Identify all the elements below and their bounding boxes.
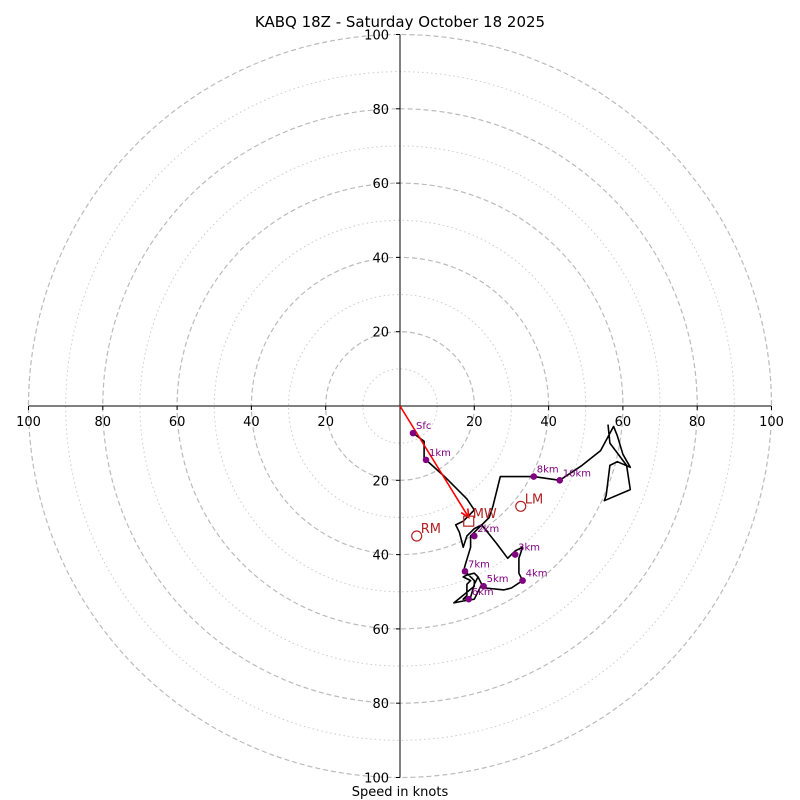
chart-title: KABQ 18Z - Saturday October 18 2025 — [255, 13, 545, 31]
height-marker-label: 6km — [472, 587, 494, 598]
height-marker-label: 5km — [487, 574, 509, 585]
y-tick-label: 60 — [372, 177, 389, 192]
height-marker-dot — [465, 595, 473, 603]
height-marker-dot — [511, 551, 519, 558]
x-tick-label: 80 — [689, 415, 706, 430]
storm-motion-circle — [515, 500, 527, 512]
height-marker-label: 8km — [537, 465, 559, 476]
y-tick-label: 80 — [372, 697, 389, 712]
height-marker-label: 1km — [429, 448, 451, 459]
x-tick-label: 100 — [16, 415, 41, 430]
height-marker-dot — [471, 532, 478, 540]
x-tick-label: 60 — [615, 415, 632, 430]
y-tick-label: 20 — [372, 326, 389, 341]
height-marker-label: 2km — [477, 524, 499, 535]
x-tick-label: 40 — [540, 415, 557, 430]
height-marker-label: 7km — [468, 559, 490, 570]
height-marker-dot — [480, 582, 487, 590]
y-tick-label: 20 — [372, 474, 389, 489]
y-tick-label: 100 — [364, 772, 389, 787]
y-tick-label: 40 — [372, 251, 389, 266]
mean-wind-arrow-head — [460, 508, 470, 520]
mean-wind-arrow-shaft — [399, 405, 470, 518]
storm-motion-label: LM — [525, 492, 543, 507]
x-tick-label: 20 — [317, 415, 334, 430]
height-marker-label: 10km — [563, 468, 591, 479]
storm-motion-label: RM — [421, 522, 441, 537]
storm-motion-circle — [411, 530, 423, 542]
plot-area: Sfc 1km 2km 3km 4km 5km 6km 7km 8km 10km MW LM RM — [399, 405, 632, 604]
y-tick-label: 60 — [372, 623, 389, 638]
y-tick-label: 100 — [364, 29, 389, 44]
x-tick-label: 80 — [95, 415, 112, 430]
x-axis-label: Speed in knots — [352, 785, 449, 800]
height-marker-dot — [519, 577, 526, 584]
y-tick-label: 80 — [372, 103, 389, 118]
height-marker-dot — [461, 568, 469, 575]
storm-motion-label: MW — [473, 507, 497, 522]
x-tick-label: 20 — [466, 415, 483, 430]
tick-labels: 100 80 60 40 20 20 40 60 80 100 100 80 60 40 20 20 40 60 8… — [16, 29, 784, 787]
height-marker-dot — [422, 456, 430, 464]
x-tick-label: 40 — [243, 415, 260, 430]
y-tick-label: 40 — [372, 549, 389, 564]
x-tick-label: 60 — [169, 415, 186, 430]
x-tick-label: 100 — [759, 415, 784, 430]
height-marker-label: 4km — [526, 569, 548, 580]
height-marker-dot — [530, 473, 538, 480]
height-marker-dot — [556, 477, 564, 484]
storm-motion-square — [463, 515, 475, 527]
height-marker-dot — [409, 429, 417, 437]
height-marker-label: 3km — [518, 543, 540, 554]
height-marker-label: Sfc — [416, 421, 431, 432]
